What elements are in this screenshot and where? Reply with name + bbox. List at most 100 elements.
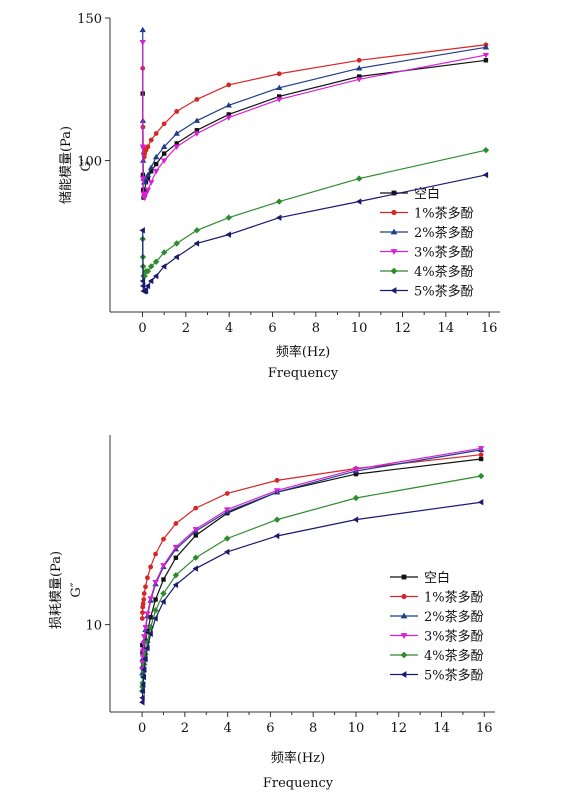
data-point [152,153,160,160]
data-point [147,630,153,637]
data-point [148,615,153,620]
data-point [148,564,154,570]
legend-swatch-marker [400,651,408,659]
data-point [147,263,155,270]
series-5 [139,171,489,295]
data-point [153,161,159,167]
data-point [140,673,146,681]
legend-swatch-marker [401,574,407,580]
legend-label: 1%茶多酚 [414,206,474,222]
x-tick-label: 12 [390,721,407,736]
data-point [173,144,180,150]
data-point [144,644,150,652]
y-tick-label: 150 [77,12,102,27]
legend-swatch-marker [400,671,407,678]
legend-swatch-marker [400,612,408,619]
data-point [143,584,148,590]
data-point [225,214,232,221]
data-point [193,117,201,123]
data-point [173,130,180,136]
data-point [140,610,145,616]
legend-label: 1%茶多酚 [424,590,484,606]
legend-swatch-marker [401,593,407,600]
data-point [152,258,160,265]
data-point [139,277,146,285]
data-point [192,554,199,561]
x-tick-label: 8 [309,721,317,736]
storage-modulus-chart: 0 2 4 6 8 10 12 14 16 100 150 储能模量(Pa) G′ 频率(Hz) Frequ… [59,12,500,381]
data-point [276,214,282,221]
data-point [160,563,167,569]
data-point [161,121,167,127]
data-point [477,499,484,506]
data-point [477,472,485,480]
series-line [142,44,486,158]
data-point [139,40,146,46]
data-point [141,591,147,596]
legend-swatch-marker [390,287,397,294]
legend-label: 5%茶多酚 [414,284,474,300]
legend-swatch-marker [390,228,398,235]
data-point [225,231,231,238]
data-point [141,666,147,673]
x-tick-label: 10 [348,721,365,736]
y-axis-title: 损耗模量(Pa) [49,551,64,629]
x-tick-label: 10 [351,321,368,336]
data-point [193,505,199,511]
legend-label: 5%茶多酚 [424,668,484,684]
data-point [273,532,280,540]
data-point [144,171,152,178]
data-point [144,267,152,275]
series-line [142,42,487,199]
legend-label: 空白 [414,186,440,202]
x-tick-label: 4 [223,721,231,736]
data-point [160,158,168,164]
legend-swatch-marker [390,249,398,255]
data-point [142,651,149,658]
data-point [144,611,151,617]
data-point [161,151,167,156]
data-point [153,551,158,557]
data-point [139,176,147,182]
data-point [145,575,150,581]
data-point [153,131,159,136]
x-tick-label: 6 [266,721,274,736]
x-tick-label: 4 [225,321,233,336]
y-axis-symbol: G″ [69,582,84,597]
data-point [355,65,363,71]
data-point [139,26,146,33]
x-tick-label: 2 [182,321,190,336]
data-point [482,52,490,59]
data-point [142,191,150,197]
data-point [194,96,200,102]
data-point [355,175,363,182]
data-point [141,597,147,602]
x-axis-title-en: Frequency [268,366,339,381]
loss-modulus-chart: 0 2 4 6 8 10 12 14 16 10 损耗模量(Pa) G″ 频率(Hz) Frequency… [49,435,495,791]
data-point [160,249,168,256]
x-tick-label: 16 [476,721,493,736]
data-point [152,607,159,614]
data-point [193,227,201,234]
data-point [139,616,145,621]
data-point [276,198,283,205]
data-point [139,681,146,689]
legend-swatch-marker [391,209,397,216]
data-point [273,516,281,523]
data-point [148,137,154,143]
series-1 [140,42,489,160]
legend-label: 2%茶多酚 [424,609,484,625]
data-point [276,97,283,103]
x-axis-title-en: Frequency [263,776,334,791]
data-point [153,597,158,602]
data-point [139,687,145,695]
data-point [147,164,155,170]
data-point [147,277,154,285]
data-point [142,624,149,631]
series-3 [139,40,490,201]
data-point [160,143,168,149]
data-point [144,282,151,290]
x-tick-label: 16 [481,321,498,336]
data-point [141,634,148,640]
